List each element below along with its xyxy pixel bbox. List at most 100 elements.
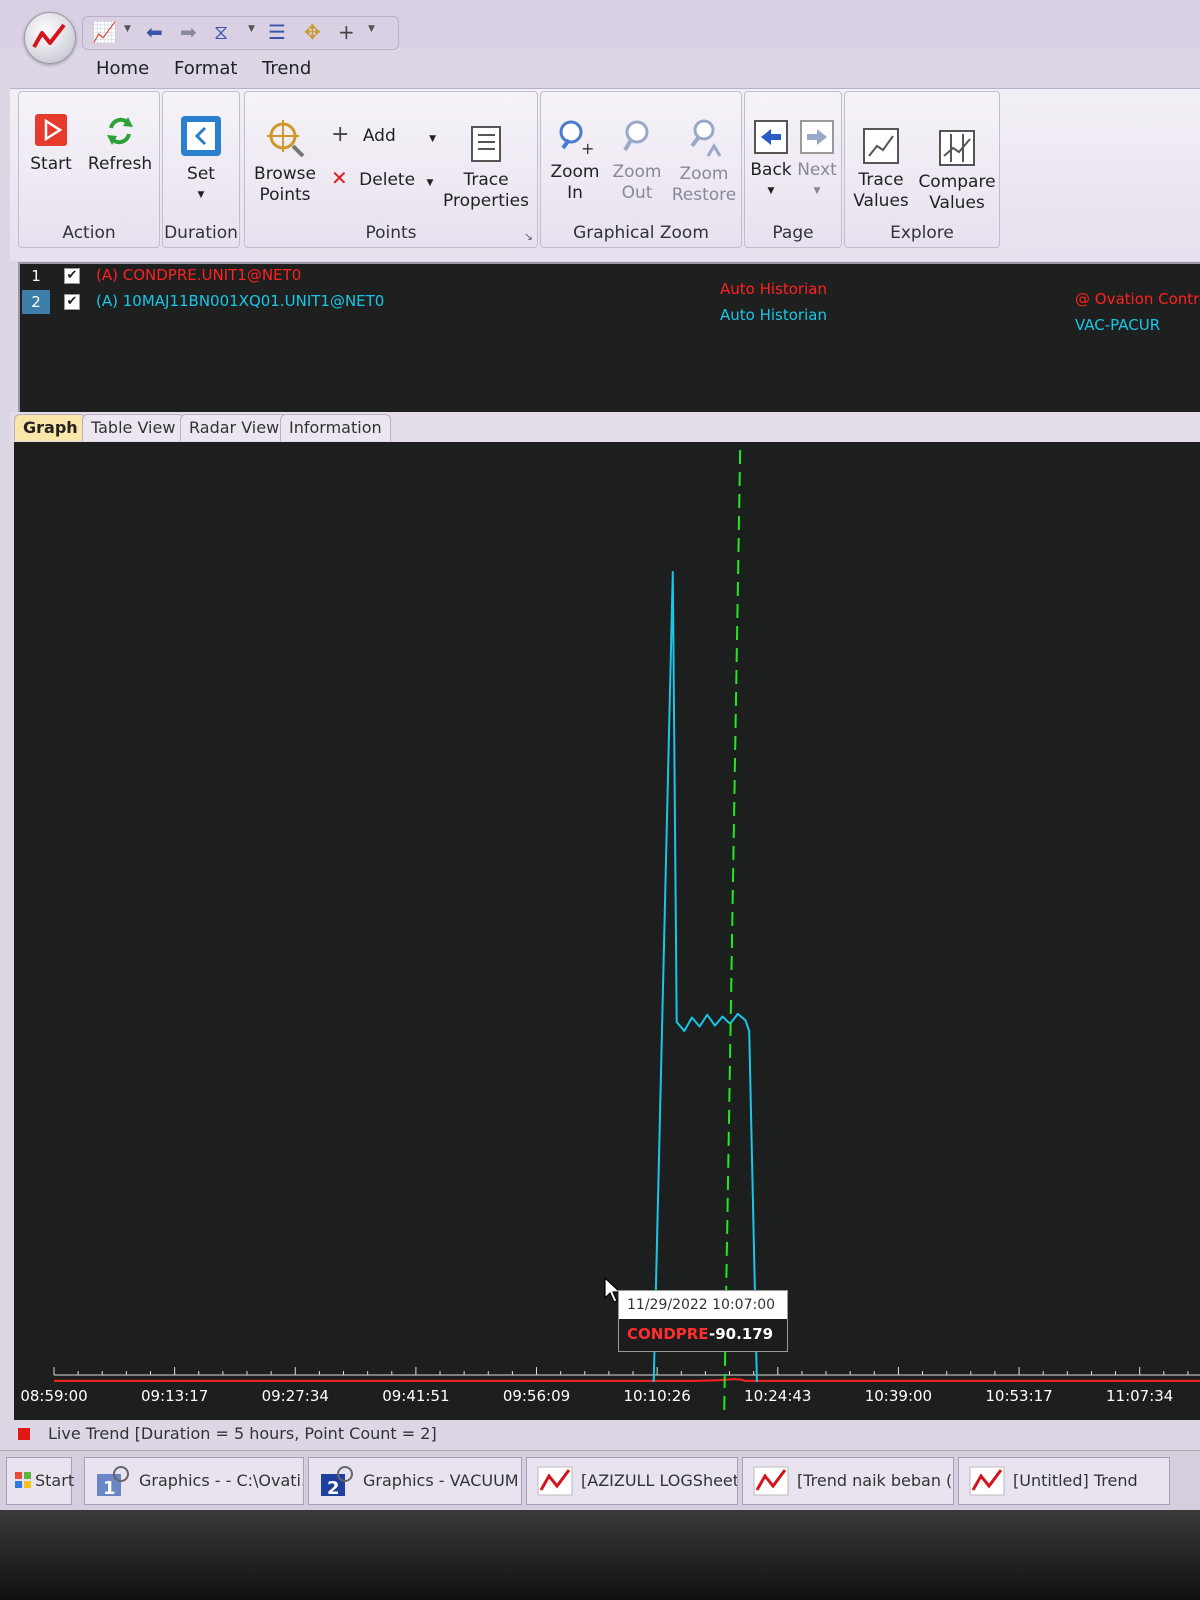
point-number: 1 [31,267,41,285]
point-description: VAC-PACUR [1075,316,1161,334]
page-group: Back ▼ Next ▼ Page [744,91,842,248]
duration-group-label: Duration [164,223,238,243]
trend-app-icon [969,1466,1005,1496]
start-label: Start [30,154,72,174]
duration-dropdown-icon[interactable]: ▼ [248,24,255,34]
next-dropdown-icon[interactable]: ▼ [813,186,821,196]
action-group: Start Refresh Action [18,91,160,248]
graphics-app-icon: 1 [97,1466,129,1498]
compare-values-icon [939,130,975,166]
trace-values-button[interactable]: Trace Values [849,128,913,212]
taskbar-item-graphics-2[interactable]: 2 Graphics - VACUUM S... [308,1457,522,1505]
duration-icon [181,116,221,156]
next-page-button[interactable]: Next ▼ [795,120,839,202]
refresh-button[interactable]: Refresh [85,112,155,175]
point-number: 2 [22,290,50,314]
zoom-restore-button[interactable]: Zoom Restore [671,118,737,206]
point-row-1[interactable]: 1 ✔ (A) CONDPRE.UNIT1@NET0 Auto Historia… [20,264,1200,308]
point-row-2[interactable]: 2 ✔ (A) 10MAJ11BN001XQ01.UNIT1@NET0 Auto… [20,290,1200,334]
x-tick-label: 09:27:34 [262,1387,329,1405]
next-arrow-icon [800,120,834,154]
zoom-out-button[interactable]: Zoom Out [607,118,667,204]
ribbon-tab-bar: Home Format Trend [0,48,1200,139]
trend-application-window: 📈 ▼ ⬅ ➡ ⧖ ▼ ☰ ✥ + ▼ Home Format Trend St… [0,0,1200,1545]
add-dropdown-icon[interactable]: ▼ [429,134,437,144]
trend-cursor-line [723,449,742,1415]
tab-radar-view[interactable]: Radar View [180,414,289,441]
trend-graph[interactable]: 08:59:00 09:13:17 09:27:34 09:41:51 09:56:09… [14,442,1200,1442]
tab-format[interactable]: Format [174,58,238,79]
delete-label: Delete [359,170,416,190]
page-group-label: Page [772,223,814,243]
browse-points-label: Browse Points [254,164,316,205]
start-menu-button[interactable]: Start [6,1457,75,1505]
graphical-zoom-group: + Zoom In Zoom Out Zoom Restore Graphica… [540,91,742,248]
points-group-label: Points [365,223,417,243]
add-qat-icon[interactable]: + [338,20,355,44]
play-icon [35,114,67,146]
back-dropdown-icon[interactable]: ▼ [767,186,775,196]
tab-home[interactable]: Home [96,58,150,79]
next-label: Next [797,160,837,180]
zoom-restore-label: Zoom Restore [671,164,737,205]
chart-type-dropdown-icon[interactable]: ▼ [124,24,131,34]
points-legend-panel: 1 ✔ (A) CONDPRE.UNIT1@NET0 Auto Historia… [18,262,1200,416]
dialog-launcher-icon[interactable]: ↘ [523,230,533,243]
redo-arrow-icon[interactable]: ➡ [180,20,197,44]
zoom-in-button[interactable]: + Zoom In [545,118,605,204]
start-button[interactable]: Start [27,112,75,175]
point-description: @ Ovation Contro [1075,290,1200,308]
chart-type-icon[interactable]: 📈 [92,20,117,44]
tab-trend[interactable]: Trend [262,58,312,79]
tab-table-view[interactable]: Table View [82,414,185,441]
point-checkbox[interactable]: ✔ [64,268,80,284]
windows-flag-icon [15,1472,31,1488]
tab-information[interactable]: Information [280,414,391,441]
point-name: (A) CONDPRE.UNIT1@NET0 [96,266,302,284]
graphical-zoom-label: Graphical Zoom [573,223,709,243]
tab-graph[interactable]: Graph [14,414,87,441]
taskbar-item-trend-naik-beban[interactable]: [Trend naik beban (a... [742,1457,954,1505]
windows-taskbar: Start 1 Graphics - - C:\Ovati... 2 Graph… [0,1450,1200,1511]
properties-qat-icon[interactable]: ☰ [268,20,286,44]
delete-dropdown-icon[interactable]: ▼ [426,178,434,188]
browse-points-icon [267,120,305,158]
refresh-label: Refresh [87,154,153,174]
app-menu-button[interactable] [24,12,76,64]
ribbon-panel: Start Refresh Action Set ▼ Duration Brow… [10,88,1200,261]
taskbar-item-logsheet[interactable]: [AZIZULL LOGSheet ... [526,1457,738,1505]
trace-properties-button[interactable]: Trace Properties [441,124,531,212]
graphics-app-icon: 2 [321,1466,353,1498]
back-arrow-icon [754,120,788,154]
status-bar: Live Trend [Duration = 5 hours, Point Co… [0,1420,1200,1450]
point-checkbox[interactable]: ✔ [64,294,80,310]
refresh-icon [107,117,133,145]
x-tick-label: 08:59:00 [20,1387,87,1405]
trace-properties-icon [471,126,501,162]
taskbar-item-graphics-1[interactable]: 1 Graphics - - C:\Ovati... [84,1457,304,1505]
browse-qat-icon[interactable]: ✥ [304,20,321,44]
duration-qat-icon[interactable]: ⧖ [214,20,229,44]
taskbar-item-untitled-trend[interactable]: [Untitled] Trend [958,1457,1170,1505]
x-tick-label: 09:56:09 [503,1387,570,1405]
browse-points-button[interactable]: Browse Points [249,118,321,206]
zoom-out-label: Zoom Out [612,162,662,203]
series-line-10maj11bn001xq01 [652,571,758,1383]
set-duration-button[interactable]: Set ▼ [171,114,231,206]
trace-properties-label: Trace Properties [443,170,529,211]
set-dropdown-icon[interactable]: ▼ [197,190,205,200]
delete-point-button[interactable]: ✕ Delete ▼ [331,166,433,190]
compare-values-label: Compare Values [918,172,996,213]
set-label: Set [187,164,215,184]
zoom-in-icon: + [559,120,593,156]
back-page-button[interactable]: Back ▼ [749,120,793,202]
start-label: Start [35,1471,75,1490]
plus-icon: + [331,122,350,147]
trend-chart[interactable]: 08:59:00 09:13:17 09:27:34 09:41:51 09:56:09… [14,442,1200,1420]
compare-values-button[interactable]: Compare Values [917,130,997,214]
add-point-button[interactable]: + Add ▼ [331,122,436,147]
points-group: Browse Points + Add ▼ ✕ Delete ▼ Trace P… [244,91,538,248]
add-dropdown-icon[interactable]: ▼ [368,24,375,34]
undo-arrow-icon[interactable]: ⬅ [146,20,163,44]
trace-values-label: Trace Values [853,170,909,211]
